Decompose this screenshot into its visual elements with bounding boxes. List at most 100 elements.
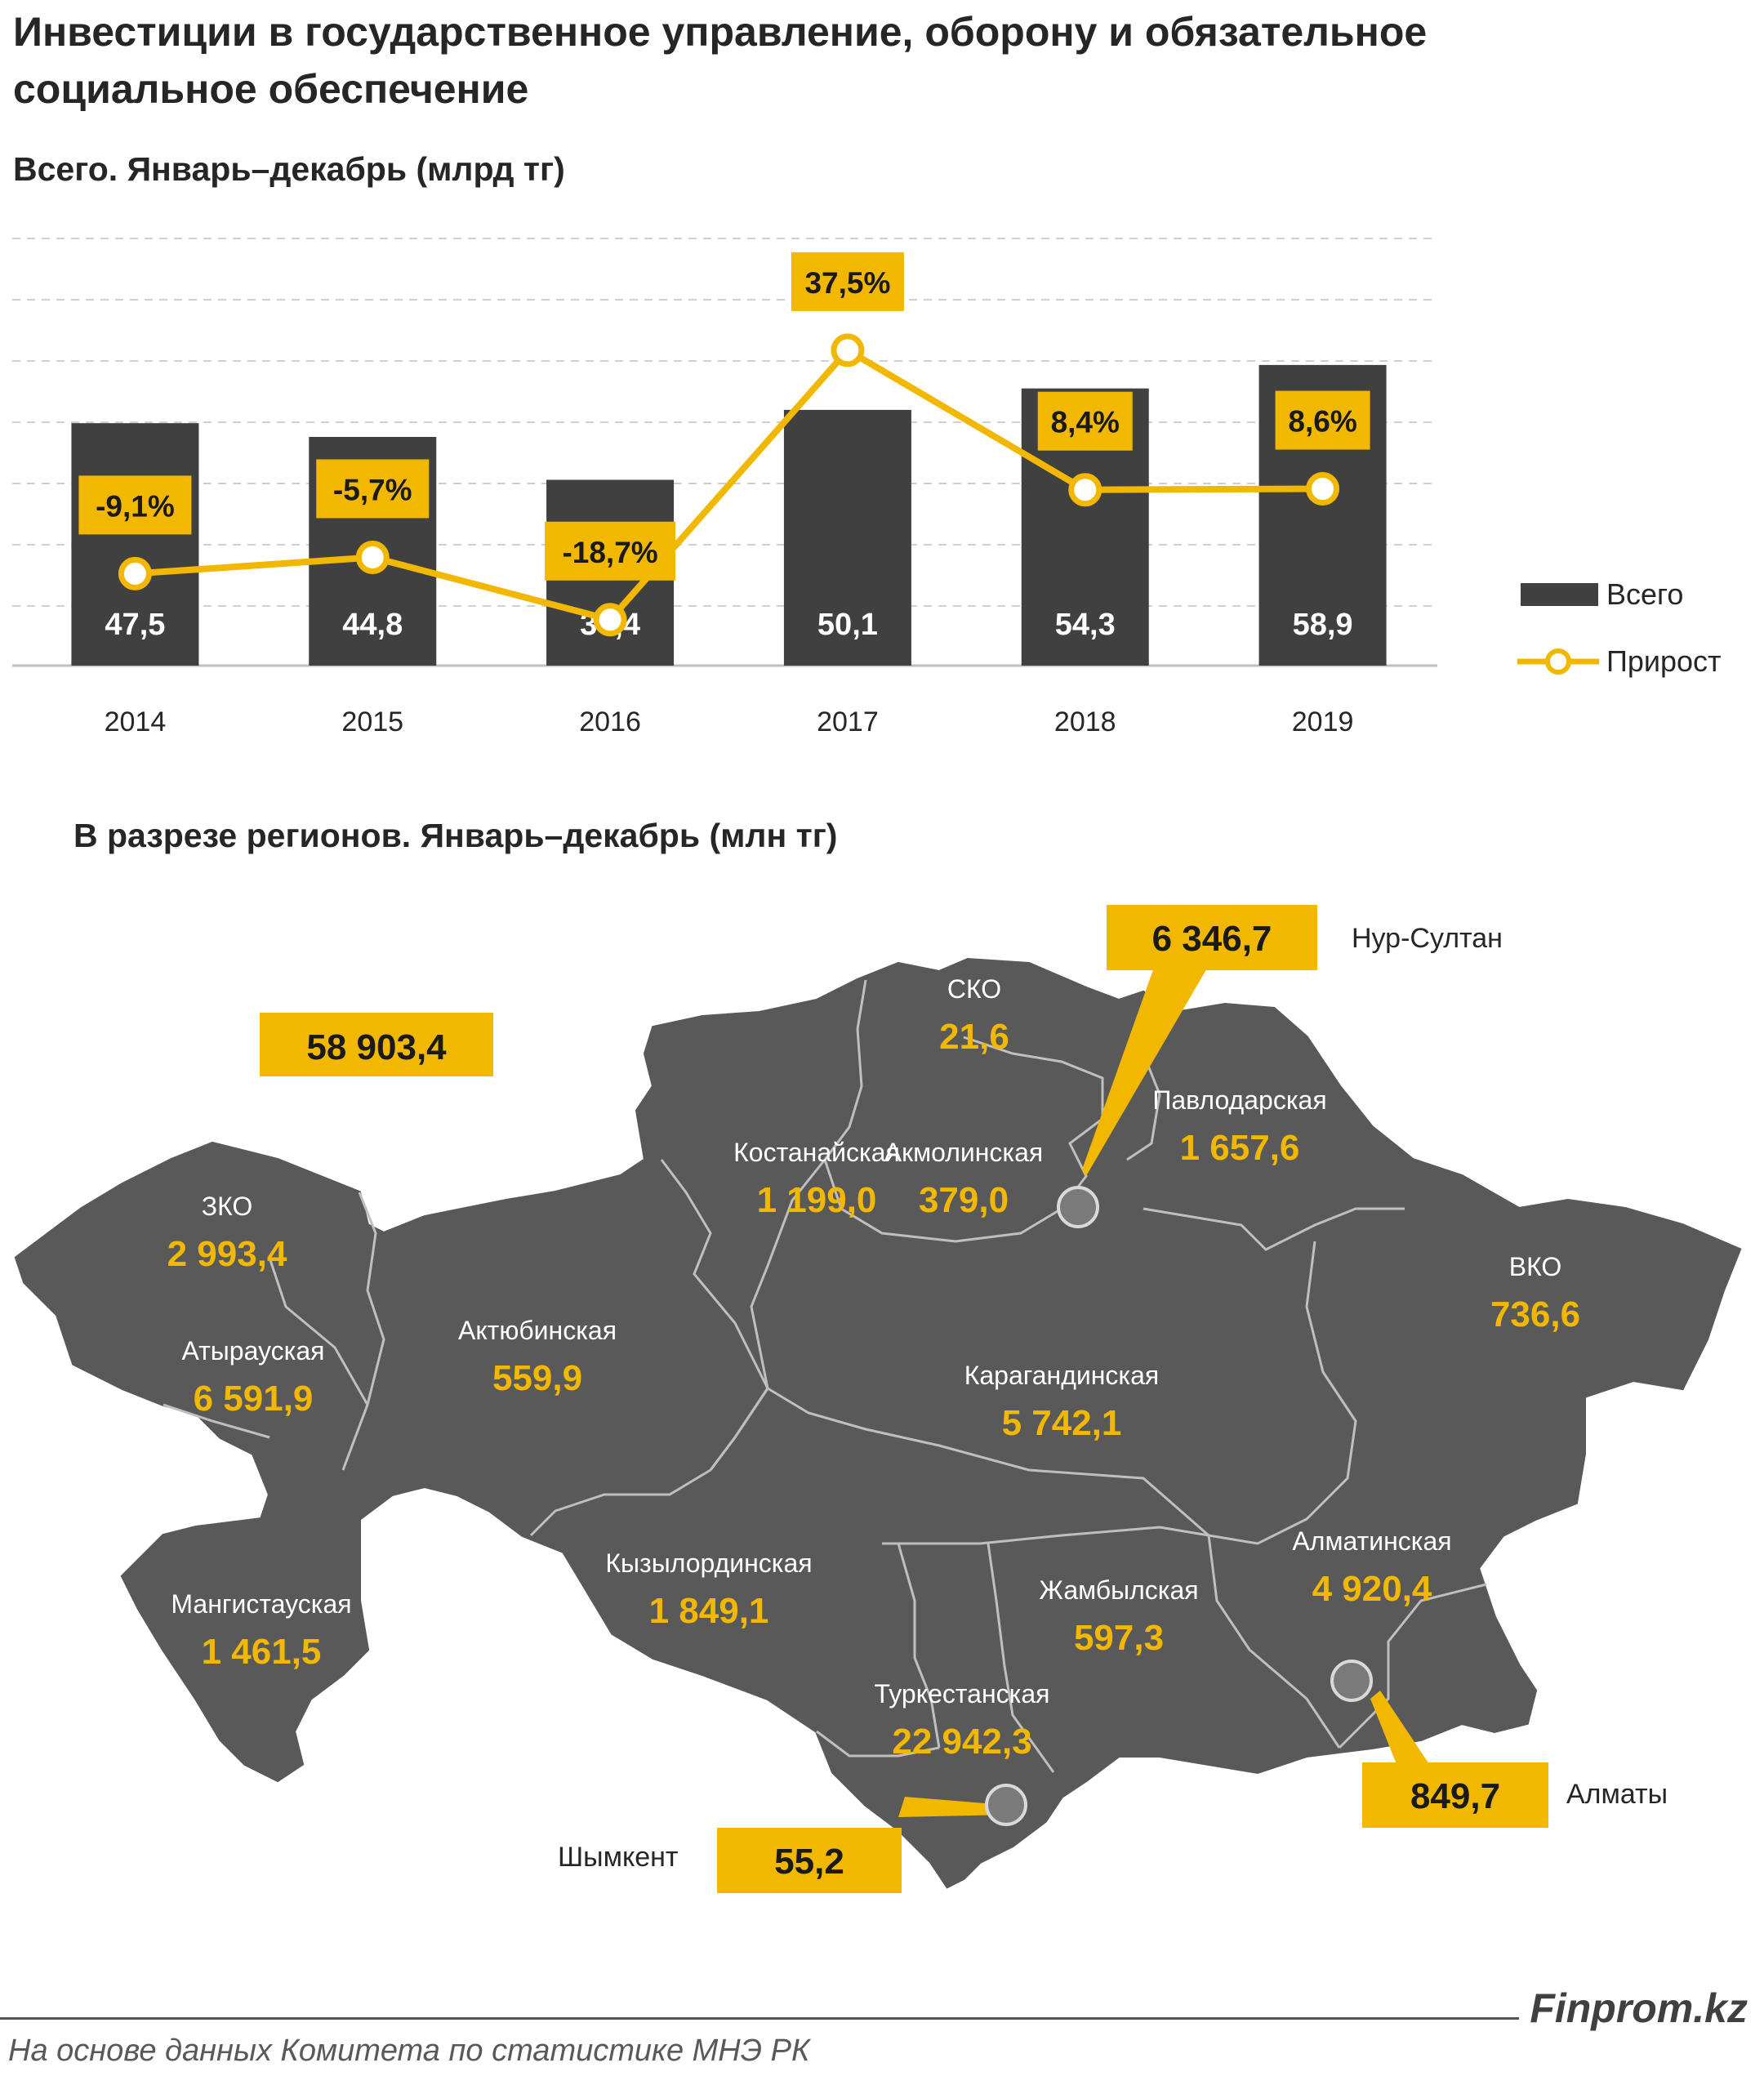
region-name: СКО (947, 974, 1001, 1004)
x-tick-label: 2015 (341, 706, 403, 737)
growth-value-label: 8,4% (1051, 406, 1120, 439)
region-value: 4 920,4 (1312, 1569, 1432, 1609)
shymkent-value: 55,2 (774, 1842, 844, 1882)
nur-sultan-pointer (1082, 951, 1217, 1176)
growth-value-label: -5,7% (333, 473, 412, 506)
total-box (260, 1013, 493, 1076)
almaty-box (1362, 1762, 1548, 1828)
growth-line: -9,1% -5,7% -18,7% 37,5% 8,4% 8,6% (78, 252, 1370, 637)
city-shymkent: 55,2 Шымкент (558, 1784, 1027, 1893)
legend-line-label: Прирост (1606, 644, 1722, 678)
growth-point (831, 333, 865, 368)
nur-sultan-value: 6 346,7 (1152, 919, 1272, 959)
region-name: Мангистауская (171, 1589, 351, 1619)
growth-value-label: -18,7% (562, 536, 657, 569)
bar-value-label: 54,3 (1055, 608, 1116, 642)
region-value: 2 993,4 (167, 1234, 287, 1274)
map-labels: СКО 21,6 Павлодарская 1 657,6 Костанайская 1 … (167, 974, 1580, 1762)
nur-sultan-box (1107, 905, 1317, 970)
growth-point (1306, 472, 1340, 506)
growth-label-box (1037, 391, 1133, 451)
region-value: 5 742,1 (1002, 1403, 1122, 1443)
chart-subtitle: Всего. Январь–декабрь (млрд тг) (13, 150, 565, 188)
region-value: 597,3 (1074, 1618, 1164, 1658)
legend-bar-swatch (1521, 583, 1598, 606)
nur-sultan-label: Нур-Султан (1352, 923, 1503, 954)
footer-divider (0, 2017, 1519, 2020)
bar-value-label: 47,5 (105, 608, 165, 642)
region-name: Атырауская (182, 1336, 325, 1366)
region-name: Акмолинская (884, 1138, 1043, 1167)
growth-point (118, 556, 152, 590)
region-value: 22 942,3 (892, 1722, 1031, 1762)
region-name: Алматинская (1292, 1526, 1451, 1556)
shymkent-box (717, 1828, 902, 1893)
region-value: 1 849,1 (649, 1591, 769, 1631)
bar (783, 409, 911, 666)
region-name: ВКО (1509, 1252, 1562, 1281)
city-almaty: 849,7 Алматы (1330, 1660, 1668, 1828)
almaty-value: 849,7 (1410, 1776, 1500, 1816)
bar (71, 423, 199, 666)
growth-polyline (135, 345, 1323, 624)
map-subtitle: В разрезе регионов. Январь–декабрь (млн … (74, 817, 838, 854)
region-name: ЗКО (202, 1192, 253, 1221)
legend: Всего Прирост (1517, 577, 1722, 678)
region-name: Костанайская (733, 1138, 900, 1167)
total-callout: 58 903,4 (260, 1013, 493, 1076)
region-value: 1 657,6 (1180, 1128, 1300, 1168)
bars: 47,544,836,450,154,358,9 (71, 364, 1387, 666)
legend-line-marker (1545, 648, 1571, 675)
region-name: Актюбинская (458, 1316, 617, 1345)
region-value: 6 591,9 (194, 1379, 314, 1419)
growth-point (1068, 473, 1102, 507)
legend-bar-label: Всего (1606, 577, 1683, 611)
bar-value-label: 50,1 (817, 608, 878, 642)
growth-value-label: -9,1% (96, 489, 175, 523)
shymkent-label: Шымкент (558, 1842, 679, 1873)
x-axis-labels: 2014 2015 2016 2017 2018 2019 (105, 706, 1354, 737)
x-tick-label: 2016 (579, 706, 641, 737)
growth-label-box (78, 475, 192, 535)
total-value: 58 903,4 (306, 1027, 447, 1067)
region-name: Жамбылская (1039, 1575, 1198, 1605)
region-name: Павлодарская (1152, 1085, 1326, 1115)
almaty-marker-icon (1330, 1660, 1373, 1702)
x-tick-label: 2019 (1292, 706, 1354, 737)
growth-label-box (791, 252, 904, 311)
region-map: СКО 21,6 Павлодарская 1 657,6 Костанайская 1 … (14, 905, 1742, 1893)
gridlines (12, 238, 1437, 667)
x-tick-label: 2018 (1054, 706, 1116, 737)
bar-line-chart: 47,544,836,450,154,358,9 -9,1%-5,7%-18,7… (12, 238, 1722, 737)
growth-label-box (316, 459, 430, 519)
region-name: Карагандинская (964, 1361, 1160, 1390)
region-value: 736,6 (1490, 1294, 1580, 1334)
nur-sultan-marker-icon (1057, 1186, 1099, 1228)
x-tick-label: 2017 (817, 706, 879, 737)
growth-value-label: 37,5% (804, 266, 890, 300)
region-value: 1 199,0 (757, 1180, 877, 1220)
growth-point (355, 540, 390, 574)
page-title: Инвестиции в государственное управление,… (13, 9, 1428, 112)
growth-label-box (545, 521, 676, 581)
region-value: 379,0 (919, 1180, 1009, 1220)
region-name: Туркестанская (875, 1679, 1050, 1709)
growth-label-box (1275, 390, 1370, 450)
almaty-pointer (1370, 1691, 1429, 1764)
region-value: 1 461,5 (202, 1632, 322, 1672)
region-value: 559,9 (492, 1358, 582, 1398)
bar-value-label: 58,9 (1293, 608, 1353, 642)
brand-logo: Finprom.kz (1530, 1985, 1748, 2031)
kazakhstan-land (14, 957, 1742, 1889)
almaty-label: Алматы (1566, 1779, 1668, 1810)
shymkent-pointer (898, 1797, 1009, 1817)
growth-value-label: 8,6% (1288, 405, 1356, 439)
bar-value-label: 44,8 (342, 608, 403, 642)
shymkent-marker-icon (985, 1784, 1027, 1826)
region-value: 21,6 (939, 1017, 1009, 1057)
city-nur-sultan: 6 346,7 Нур-Султан (1057, 905, 1503, 1228)
region-name: Кызылординская (605, 1548, 812, 1578)
source-note: На основе данных Комитета по статистике … (8, 2034, 810, 2068)
growth-point (593, 603, 627, 637)
x-tick-label: 2014 (105, 706, 167, 737)
